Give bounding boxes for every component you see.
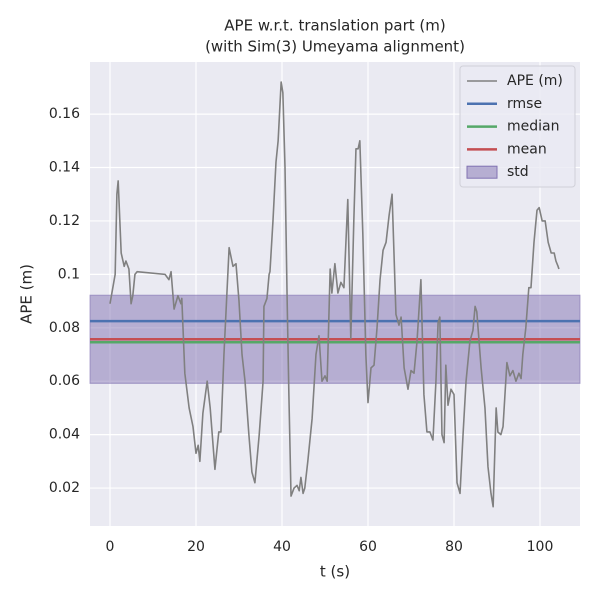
y-tick-label: 0.04: [49, 427, 80, 443]
y-tick-label: 0.02: [49, 480, 80, 496]
chart-title: APE w.r.t. translation part (m): [224, 17, 445, 35]
x-tick-label: 80: [445, 539, 463, 555]
x-tick-label: 20: [187, 539, 205, 555]
x-tick-label: 60: [359, 539, 377, 555]
x-tick-label: 40: [273, 539, 291, 555]
y-tick-label: 0.08: [49, 320, 80, 336]
y-tick-label: 0.14: [49, 160, 80, 176]
y-tick-label: 0.12: [49, 213, 80, 229]
legend-box: [459, 65, 576, 188]
legend-label: std: [507, 164, 529, 180]
ape-line: [109, 81, 560, 508]
y-tick-label: 0.16: [49, 106, 80, 122]
x-tick-label: 0: [106, 539, 115, 555]
chart-subtitle: (with Sim(3) Umeyama alignment): [205, 38, 465, 56]
legend-label: mean: [507, 141, 547, 157]
legend-label: APE (m): [507, 73, 563, 89]
x-axis-label: t (s): [320, 563, 350, 581]
legend-label: rmse: [507, 96, 542, 112]
legend-swatch: [466, 165, 498, 179]
legend-label: median: [507, 119, 559, 135]
y-tick-label: 0.1: [58, 266, 80, 282]
x-tick-label: 100: [527, 539, 554, 555]
y-axis-label: APE (m): [18, 264, 36, 324]
y-tick-label: 0.06: [49, 373, 80, 389]
